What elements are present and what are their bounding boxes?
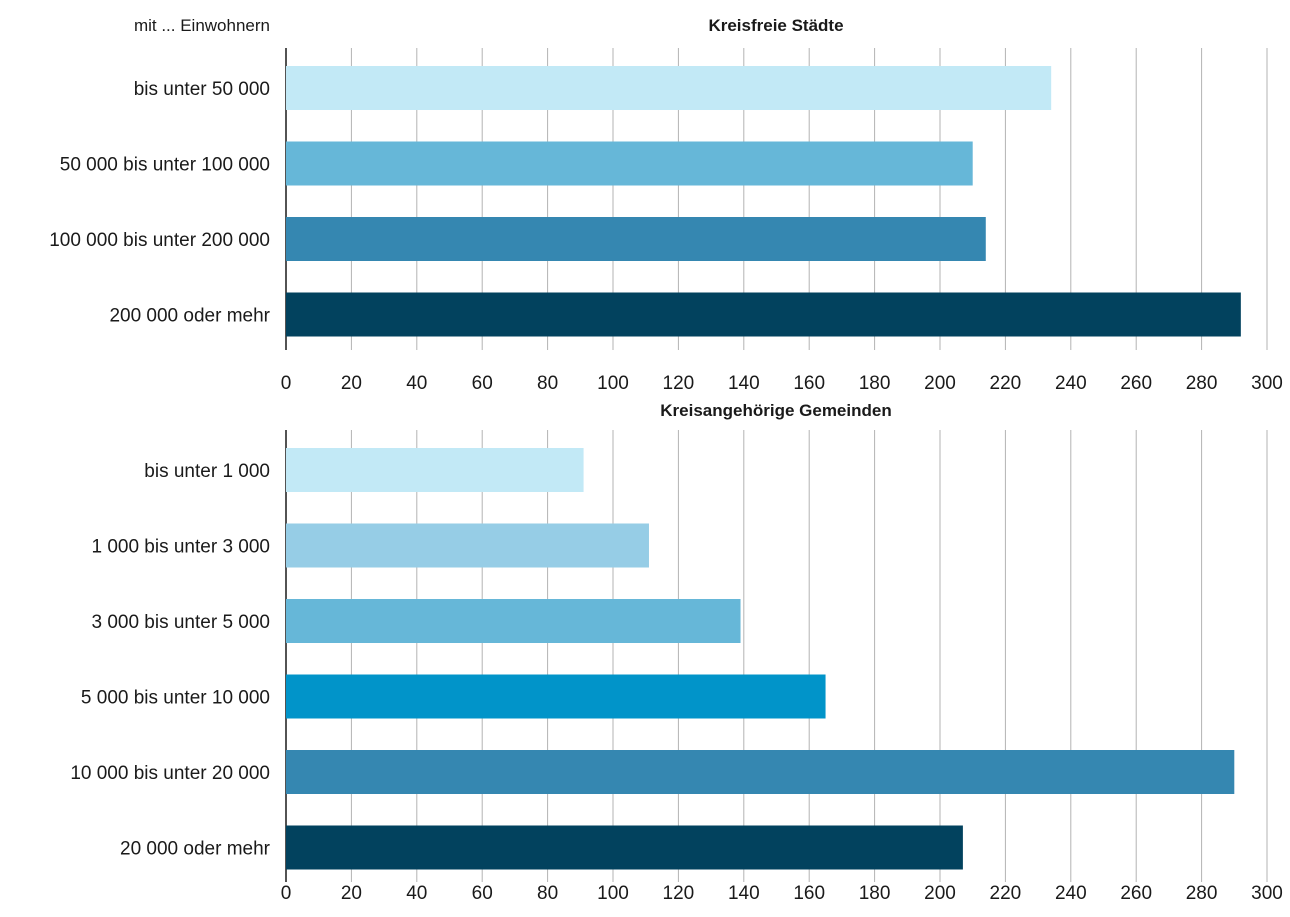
x-tick-label: 40 xyxy=(406,883,427,904)
category-label: 200 000 oder mehr xyxy=(109,306,270,327)
x-tick-label: 160 xyxy=(793,373,825,394)
chart-title: Kreisangehörige Gemeinden xyxy=(660,401,891,420)
x-tick-label: 100 xyxy=(597,883,629,904)
bar xyxy=(286,750,1235,794)
x-tick-label: 200 xyxy=(924,373,956,394)
chart-panel-kreisfreie-staedte: 0 20 40 60 80 100 120 140 160 180 200 220 240 260 280 3… xyxy=(49,16,1283,394)
x-tick-label: 300 xyxy=(1251,373,1283,394)
x-tick-label: 280 xyxy=(1186,373,1218,394)
bar xyxy=(286,674,826,719)
bar xyxy=(286,292,1241,337)
x-tick-label: 0 xyxy=(281,373,292,394)
bar xyxy=(286,448,584,492)
chart-title: Kreisfreie Städte xyxy=(708,16,843,35)
bar xyxy=(286,141,973,186)
bar xyxy=(286,523,649,568)
x-tick-label: 280 xyxy=(1186,883,1218,904)
x-tick-label: 240 xyxy=(1055,373,1087,394)
x-tick-label: 80 xyxy=(537,883,558,904)
x-tick-label: 100 xyxy=(597,373,629,394)
x-tick-label: 60 xyxy=(472,883,493,904)
x-tick-label: 300 xyxy=(1251,883,1283,904)
category-label: 20 000 oder mehr xyxy=(120,839,271,860)
x-tick-label: 260 xyxy=(1120,373,1152,394)
x-tick-label: 60 xyxy=(472,373,493,394)
x-tick-label: 220 xyxy=(990,373,1022,394)
x-tick-label: 180 xyxy=(859,883,891,904)
category-label: 5 000 bis unter 10 000 xyxy=(81,688,270,709)
x-tick-label: 220 xyxy=(990,883,1022,904)
bar xyxy=(286,599,741,643)
x-tick-label: 200 xyxy=(924,883,956,904)
category-label: 100 000 bis unter 200 000 xyxy=(49,230,270,251)
bar xyxy=(286,825,963,870)
x-tick-label: 160 xyxy=(793,883,825,904)
x-tick-label: 20 xyxy=(341,883,362,904)
x-tick-label: 260 xyxy=(1120,883,1152,904)
x-tick-label: 80 xyxy=(537,373,558,394)
category-label: bis unter 50 000 xyxy=(134,79,270,100)
category-label: 10 000 bis unter 20 000 xyxy=(70,763,270,784)
x-tick-label: 0 xyxy=(281,883,292,904)
bar xyxy=(286,217,986,261)
x-tick-label: 140 xyxy=(728,883,760,904)
category-label: 1 000 bis unter 3 000 xyxy=(91,537,270,558)
x-tick-label: 40 xyxy=(406,373,427,394)
x-tick-label: 120 xyxy=(663,373,695,394)
bar xyxy=(286,66,1052,110)
category-label: 50 000 bis unter 100 000 xyxy=(60,155,270,176)
group-header-label: mit ... Einwohnern xyxy=(134,16,270,35)
x-tick-label: 240 xyxy=(1055,883,1087,904)
category-label: 3 000 bis unter 5 000 xyxy=(91,612,270,633)
x-tick-label: 120 xyxy=(663,883,695,904)
chart-panel-kreisangehoerige-gemeinden: 0 20 40 60 80 100 120 140 160 180 200 220 240 260 280 3… xyxy=(70,401,1283,904)
x-tick-label: 20 xyxy=(341,373,362,394)
x-tick-label: 140 xyxy=(728,373,760,394)
x-tick-label: 180 xyxy=(859,373,891,394)
category-label: bis unter 1 000 xyxy=(144,461,270,482)
